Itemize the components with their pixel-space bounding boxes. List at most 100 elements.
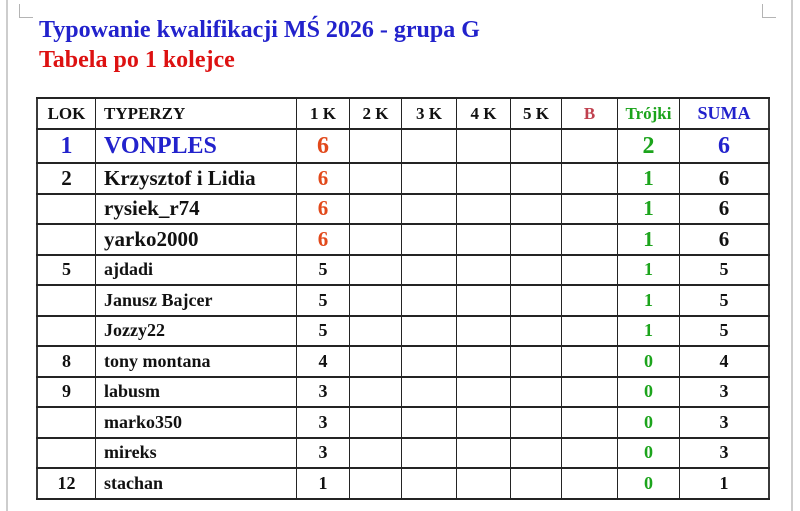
cell-k1: 3 (296, 406, 350, 439)
column-header-k3: 3 K (401, 97, 457, 130)
page-title: Typowanie kwalifikacji MŚ 2026 - grupa G (39, 17, 480, 43)
cell-k5 (510, 128, 562, 164)
cell-k3 (401, 375, 457, 408)
table-row: Janusz Bajcer 5 1 5 (36, 284, 770, 317)
cell-k4 (456, 406, 511, 439)
cell-k1: 5 (296, 253, 350, 286)
cell-lok: 8 (36, 345, 96, 378)
cell-b (561, 284, 618, 317)
cell-k3 (401, 436, 457, 469)
cell-b (561, 375, 618, 408)
column-header-suma: SUMA (679, 97, 770, 130)
cell-name: stachan (95, 467, 297, 500)
cell-b (561, 314, 618, 347)
table-row: yarko2000 6 1 6 (36, 223, 770, 256)
table-row: 1 VONPLES 6 2 6 (36, 128, 770, 164)
cell-k1: 6 (296, 223, 350, 256)
cell-k3 (401, 406, 457, 439)
table-row: 2 Krzysztof i Lidia 6 1 6 (36, 162, 770, 195)
cell-lok: 5 (36, 253, 96, 286)
cell-suma: 6 (679, 192, 770, 225)
cell-k2 (349, 284, 402, 317)
cell-trojki: 1 (617, 314, 680, 347)
table-row: 5 ajdadi 5 1 5 (36, 253, 770, 286)
cell-k5 (510, 223, 562, 256)
text-boundary-mark-top-right (762, 4, 776, 18)
cell-k1: 4 (296, 345, 350, 378)
cell-lok (36, 314, 96, 347)
cell-b (561, 406, 618, 439)
cell-k2 (349, 406, 402, 439)
cell-k2 (349, 345, 402, 378)
table-row: 9 labusm 3 0 3 (36, 375, 770, 408)
cell-name: tony montana (95, 345, 297, 378)
cell-k4 (456, 223, 511, 256)
table-row: rysiek_r74 6 1 6 (36, 192, 770, 225)
cell-name: rysiek_r74 (95, 192, 297, 225)
cell-k4 (456, 436, 511, 469)
cell-b (561, 223, 618, 256)
cell-trojki: 0 (617, 375, 680, 408)
cell-k4 (456, 192, 511, 225)
cell-name: labusm (95, 375, 297, 408)
cell-k1: 6 (296, 128, 350, 164)
cell-k4 (456, 162, 511, 195)
cell-lok: 2 (36, 162, 96, 195)
cell-trojki: 1 (617, 192, 680, 225)
cell-trojki: 1 (617, 284, 680, 317)
cell-suma: 5 (679, 253, 770, 286)
cell-b (561, 162, 618, 195)
cell-lok: 9 (36, 375, 96, 408)
cell-k2 (349, 253, 402, 286)
cell-lok (36, 192, 96, 225)
cell-lok: 12 (36, 467, 96, 500)
cell-suma: 5 (679, 314, 770, 347)
cell-k3 (401, 467, 457, 500)
cell-k3 (401, 314, 457, 347)
cell-lok (36, 436, 96, 469)
cell-k3 (401, 162, 457, 195)
column-header-k1: 1 K (296, 97, 350, 130)
cell-suma: 6 (679, 162, 770, 195)
cell-b (561, 345, 618, 378)
cell-k2 (349, 192, 402, 225)
column-header-name: TYPERZY (95, 97, 297, 130)
cell-k1: 6 (296, 192, 350, 225)
title-block: Typowanie kwalifikacji MŚ 2026 - grupa G… (39, 15, 480, 75)
cell-k5 (510, 345, 562, 378)
cell-k4 (456, 284, 511, 317)
column-header-lok: LOK (36, 97, 96, 130)
table-row: 8 tony montana 4 0 4 (36, 345, 770, 378)
cell-suma: 6 (679, 128, 770, 164)
cell-k1: 3 (296, 436, 350, 469)
cell-k2 (349, 436, 402, 469)
cell-lok (36, 284, 96, 317)
cell-k4 (456, 128, 511, 164)
column-header-trojki: Trójki (617, 97, 680, 130)
table-row: marko350 3 0 3 (36, 406, 770, 439)
cell-k1: 3 (296, 375, 350, 408)
table-row: 12 stachan 1 0 1 (36, 467, 770, 500)
cell-trojki: 0 (617, 406, 680, 439)
cell-k3 (401, 192, 457, 225)
cell-k2 (349, 314, 402, 347)
cell-name: yarko2000 (95, 223, 297, 256)
cell-trojki: 0 (617, 436, 680, 469)
table-row: Jozzy22 5 1 5 (36, 314, 770, 347)
cell-trojki: 0 (617, 345, 680, 378)
cell-k1: 1 (296, 467, 350, 500)
cell-k3 (401, 284, 457, 317)
cell-k2 (349, 162, 402, 195)
cell-lok (36, 223, 96, 256)
cell-trojki: 1 (617, 223, 680, 256)
column-header-k4: 4 K (456, 97, 511, 130)
column-header-k5: 5 K (510, 97, 562, 130)
cell-b (561, 192, 618, 225)
cell-suma: 1 (679, 467, 770, 500)
cell-trojki: 1 (617, 162, 680, 195)
cell-suma: 3 (679, 406, 770, 439)
